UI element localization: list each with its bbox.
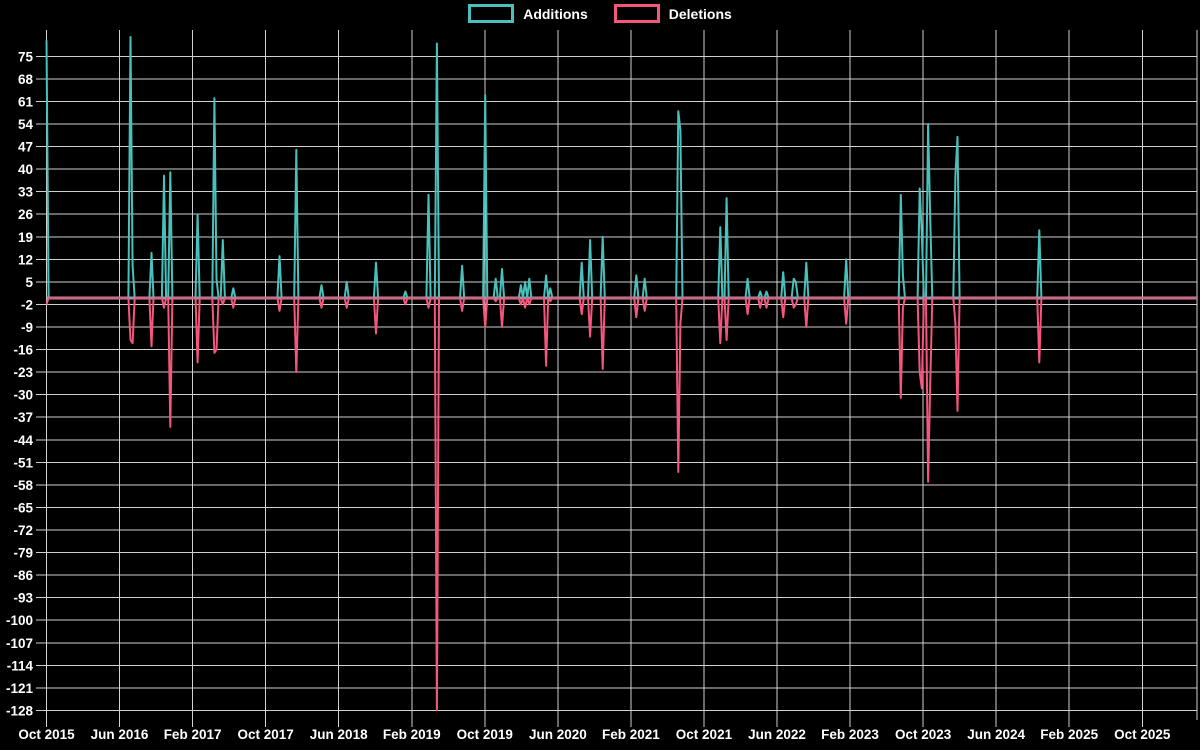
svg-text:Feb 2017: Feb 2017 <box>164 727 222 742</box>
svg-text:33: 33 <box>18 185 34 200</box>
svg-text:-65: -65 <box>13 500 33 515</box>
svg-text:-51: -51 <box>13 455 33 470</box>
svg-text:Feb 2023: Feb 2023 <box>821 727 879 742</box>
svg-text:-9: -9 <box>21 320 33 335</box>
svg-text:-44: -44 <box>13 433 33 448</box>
svg-text:68: 68 <box>18 72 34 87</box>
svg-text:-93: -93 <box>13 591 33 606</box>
chart-legend: Additions Deletions <box>0 4 1200 23</box>
svg-text:75: 75 <box>18 49 34 64</box>
svg-text:19: 19 <box>18 230 33 245</box>
svg-text:-58: -58 <box>13 478 33 493</box>
additions-swatch <box>468 4 515 23</box>
deletions-series-line <box>45 297 1197 712</box>
svg-text:Oct 2015: Oct 2015 <box>18 727 75 742</box>
svg-text:-79: -79 <box>13 546 33 561</box>
svg-text:-23: -23 <box>13 365 33 380</box>
svg-text:40: 40 <box>18 162 33 177</box>
svg-text:Feb 2025: Feb 2025 <box>1040 727 1098 742</box>
svg-text:12: 12 <box>18 252 33 267</box>
svg-text:Jun 2018: Jun 2018 <box>310 727 368 742</box>
svg-text:Jun 2020: Jun 2020 <box>529 727 587 742</box>
gridlines <box>36 30 1198 727</box>
svg-text:Jun 2016: Jun 2016 <box>91 727 149 742</box>
svg-text:5: 5 <box>25 275 33 290</box>
svg-text:-30: -30 <box>13 388 33 403</box>
svg-text:54: 54 <box>18 117 34 132</box>
svg-text:-100: -100 <box>6 613 33 628</box>
svg-text:Feb 2019: Feb 2019 <box>383 727 441 742</box>
svg-text:Oct 2021: Oct 2021 <box>676 727 733 742</box>
svg-text:Jun 2024: Jun 2024 <box>967 727 1025 742</box>
deletions-swatch <box>613 4 660 23</box>
svg-text:Jun 2022: Jun 2022 <box>748 727 806 742</box>
legend-item-deletions[interactable]: Deletions <box>613 4 732 23</box>
svg-text:-2: -2 <box>21 297 33 312</box>
svg-text:Oct 2023: Oct 2023 <box>895 727 952 742</box>
additions-legend-label: Additions <box>523 5 588 22</box>
svg-text:61: 61 <box>18 94 34 109</box>
svg-text:-37: -37 <box>13 410 33 425</box>
svg-text:Oct 2025: Oct 2025 <box>1114 727 1171 742</box>
svg-text:26: 26 <box>18 207 34 222</box>
svg-text:-86: -86 <box>13 568 33 583</box>
svg-text:-114: -114 <box>7 658 34 673</box>
deletions-legend-label: Deletions <box>668 5 732 22</box>
y-axis-tick-labels: 75 68 61 54 47 40 33 26 19 12 5 -2 -9 -16 -23 -30 -37 -44… <box>6 49 34 718</box>
svg-text:47: 47 <box>18 140 33 155</box>
svg-text:-16: -16 <box>13 343 33 358</box>
legend-item-additions[interactable]: Additions <box>468 4 588 23</box>
svg-text:-72: -72 <box>13 523 33 538</box>
svg-text:-107: -107 <box>6 636 33 651</box>
svg-text:-121: -121 <box>6 681 34 696</box>
svg-text:-128: -128 <box>6 703 34 718</box>
svg-text:Feb 2021: Feb 2021 <box>602 727 660 742</box>
x-axis-tick-labels: Oct 2015 Jun 2016 Feb 2017 Oct 2017 Jun 2018… <box>18 727 1171 742</box>
svg-text:Oct 2017: Oct 2017 <box>238 727 294 742</box>
svg-text:Oct 2019: Oct 2019 <box>457 727 513 742</box>
